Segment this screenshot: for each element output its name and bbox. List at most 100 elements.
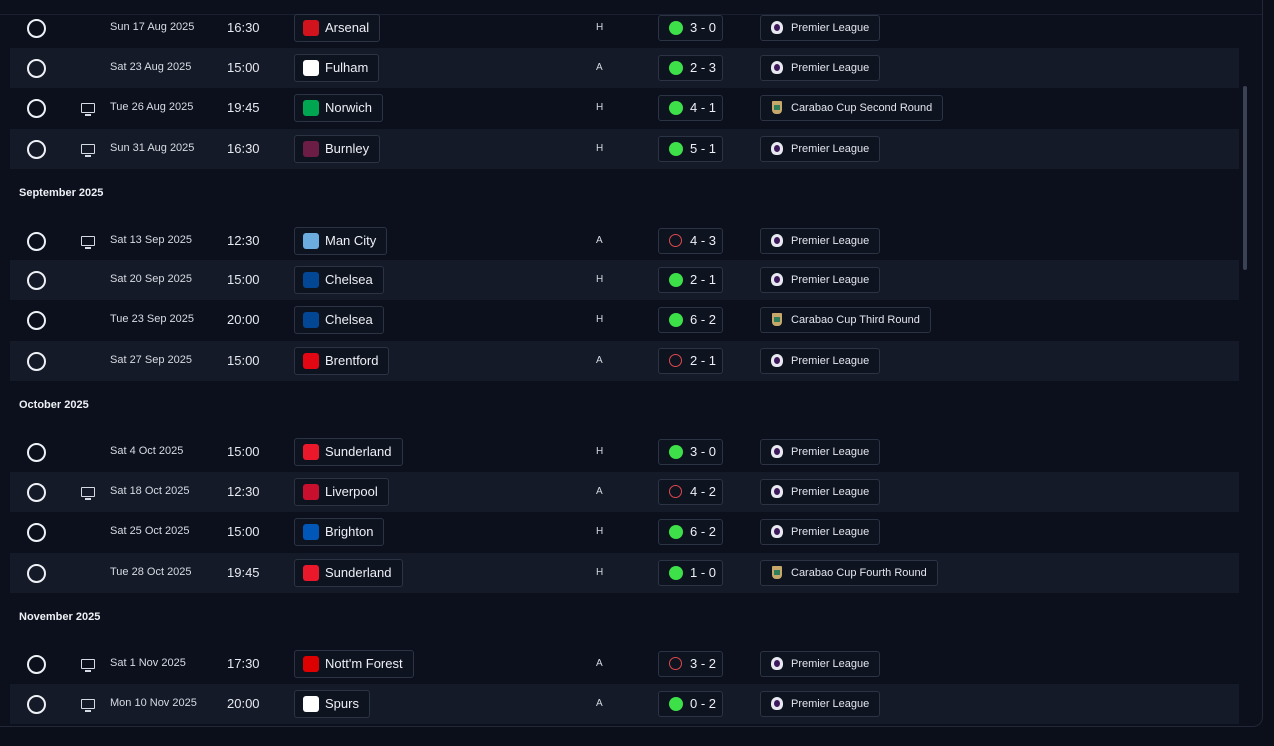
score-badge[interactable]: 3 - 2: [658, 651, 723, 677]
fixture-row[interactable]: Sat 27 Sep 2025 15:00 Brentford A 2 - 1 Premi…: [10, 341, 1239, 381]
score-badge[interactable]: 0 - 2: [658, 691, 723, 717]
score-text: 0 - 2: [690, 696, 717, 711]
score-badge[interactable]: 4 - 3: [658, 228, 723, 254]
attendance-checkbox[interactable]: [27, 99, 46, 118]
score-text: 3 - 2: [690, 656, 717, 671]
opponent-name: Nott'm Forest: [325, 656, 403, 671]
attendance-checkbox[interactable]: [27, 695, 46, 714]
competition-name: Premier League: [791, 143, 870, 155]
attendance-checkbox[interactable]: [27, 59, 46, 78]
opponent-badge[interactable]: Burnley: [294, 135, 381, 163]
attendance-checkbox[interactable]: [27, 655, 46, 674]
scrollbar-thumb[interactable]: [1243, 86, 1247, 270]
score-badge[interactable]: 1 - 0: [658, 560, 723, 586]
score-badge[interactable]: 6 - 2: [658, 307, 723, 333]
fixture-time: 16:30: [227, 141, 260, 156]
score-text: 2 - 1: [690, 353, 717, 368]
competition-badge[interactable]: Carabao Cup Fourth Round: [760, 560, 938, 586]
score-badge[interactable]: 5 - 1: [658, 136, 723, 162]
competition-badge[interactable]: Premier League: [760, 519, 881, 545]
score-badge[interactable]: 4 - 1: [658, 95, 723, 121]
opponent-badge[interactable]: Chelsea: [294, 306, 384, 334]
attendance-checkbox[interactable]: [27, 19, 46, 38]
score-badge[interactable]: 6 - 2: [658, 519, 723, 545]
score-badge[interactable]: 2 - 3: [658, 55, 723, 81]
fixture-date: Sat 4 Oct 2025: [110, 445, 184, 457]
opponent-badge[interactable]: Chelsea: [294, 266, 384, 294]
competition-badge[interactable]: Premier League: [760, 691, 881, 717]
fixture-row[interactable]: Sat 25 Oct 2025 15:00 Brighton H 6 - 2 Premie…: [10, 512, 1239, 552]
fixture-row[interactable]: Sat 1 Nov 2025 17:30 Nott'm Forest A 3 - 2 Pr…: [10, 644, 1239, 684]
fixture-row[interactable]: Sun 31 Aug 2025 16:30 Burnley H 5 - 1 Premier…: [10, 129, 1239, 169]
tv-icon: [81, 487, 95, 500]
fixture-row[interactable]: Mon 10 Nov 2025 20:00 Spurs A 0 - 2 Premier L…: [10, 684, 1239, 724]
fixture-row[interactable]: Sat 4 Oct 2025 15:00 Sunderland H 3 - 0 Premi…: [10, 432, 1239, 472]
attendance-checkbox[interactable]: [27, 483, 46, 502]
competition-badge[interactable]: Carabao Cup Second Round: [760, 95, 944, 121]
fixture-row[interactable]: Sat 23 Aug 2025 15:00 Fulham A 2 - 3 Premier …: [10, 48, 1239, 88]
team-crest-icon: [303, 312, 319, 328]
score-badge[interactable]: 3 - 0: [658, 439, 723, 465]
opponent-badge[interactable]: Man City: [294, 227, 388, 255]
team-crest-icon: [303, 353, 319, 369]
carabao-cup-icon: [772, 101, 782, 114]
attendance-checkbox[interactable]: [27, 271, 46, 290]
score-text: 6 - 2: [690, 524, 717, 539]
attendance-checkbox[interactable]: [27, 352, 46, 371]
opponent-badge[interactable]: Arsenal: [294, 14, 381, 42]
opponent-badge[interactable]: Brighton: [294, 518, 385, 546]
attendance-checkbox[interactable]: [27, 443, 46, 462]
opponent-badge[interactable]: Nott'm Forest: [294, 650, 414, 678]
competition-name: Premier League: [791, 698, 870, 710]
score-text: 2 - 3: [690, 60, 717, 75]
team-crest-icon: [303, 233, 319, 249]
opponent-badge[interactable]: Brentford: [294, 347, 390, 375]
fixture-row[interactable]: Tue 23 Sep 2025 20:00 Chelsea H 6 - 2 Carabao…: [10, 300, 1239, 340]
opponent-badge[interactable]: Fulham: [294, 54, 380, 82]
competition-badge[interactable]: Premier League: [760, 267, 881, 293]
fixture-row[interactable]: Tue 26 Aug 2025 19:45 Norwich H 4 - 1 Carabao…: [10, 88, 1239, 128]
competition-badge[interactable]: Premier League: [760, 479, 881, 505]
fixture-time: 15:00: [227, 60, 260, 75]
opponent-badge[interactable]: Liverpool: [294, 478, 389, 506]
fixture-date: Tue 28 Oct 2025: [110, 566, 192, 578]
premier-league-icon: [771, 273, 783, 286]
competition-badge[interactable]: Premier League: [760, 439, 881, 465]
fixture-row[interactable]: Tue 28 Oct 2025 19:45 Sunderland H 1 - 0 Cara…: [10, 553, 1239, 593]
attendance-checkbox[interactable]: [27, 140, 46, 159]
fixture-row[interactable]: Sun 17 Aug 2025 16:30 Arsenal H 3 - 0 Premier…: [10, 8, 1239, 48]
fixture-date: Tue 23 Sep 2025: [110, 313, 194, 325]
score-badge[interactable]: 3 - 0: [658, 15, 723, 41]
competition-badge[interactable]: Premier League: [760, 15, 881, 41]
competition-badge[interactable]: Premier League: [760, 55, 881, 81]
competition-badge[interactable]: Premier League: [760, 348, 881, 374]
opponent-badge[interactable]: Norwich: [294, 94, 383, 122]
score-badge[interactable]: 2 - 1: [658, 348, 723, 374]
month-heading: October 2025: [19, 399, 89, 411]
fixtures-panel: September 2025 October 2025 November 202…: [0, 0, 1263, 727]
fixture-time: 19:45: [227, 565, 260, 580]
competition-badge[interactable]: Premier League: [760, 136, 881, 162]
attendance-checkbox[interactable]: [27, 564, 46, 583]
fixture-row[interactable]: Sat 13 Sep 2025 12:30 Man City A 4 - 3 Premie…: [10, 221, 1239, 261]
team-crest-icon: [303, 696, 319, 712]
opponent-badge[interactable]: Sunderland: [294, 559, 403, 587]
tv-icon: [81, 699, 95, 712]
fixture-row[interactable]: Sat 20 Sep 2025 15:00 Chelsea H 2 - 1 Premier…: [10, 260, 1239, 300]
attendance-checkbox[interactable]: [27, 311, 46, 330]
score-badge[interactable]: 4 - 2: [658, 479, 723, 505]
opponent-badge[interactable]: Sunderland: [294, 438, 403, 466]
fixture-row[interactable]: Sat 18 Oct 2025 12:30 Liverpool A 4 - 2 Premi…: [10, 472, 1239, 512]
fixture-date: Tue 26 Aug 2025: [110, 101, 194, 113]
fixture-time: 15:00: [227, 444, 260, 459]
opponent-badge[interactable]: Spurs: [294, 690, 370, 718]
score-badge[interactable]: 2 - 1: [658, 267, 723, 293]
competition-badge[interactable]: Premier League: [760, 228, 881, 254]
tv-icon: [81, 236, 95, 249]
competition-badge[interactable]: Premier League: [760, 651, 881, 677]
attendance-checkbox[interactable]: [27, 523, 46, 542]
score-text: 4 - 2: [690, 484, 717, 499]
competition-badge[interactable]: Carabao Cup Third Round: [760, 307, 931, 333]
fixture-time: 15:00: [227, 353, 260, 368]
attendance-checkbox[interactable]: [27, 232, 46, 251]
